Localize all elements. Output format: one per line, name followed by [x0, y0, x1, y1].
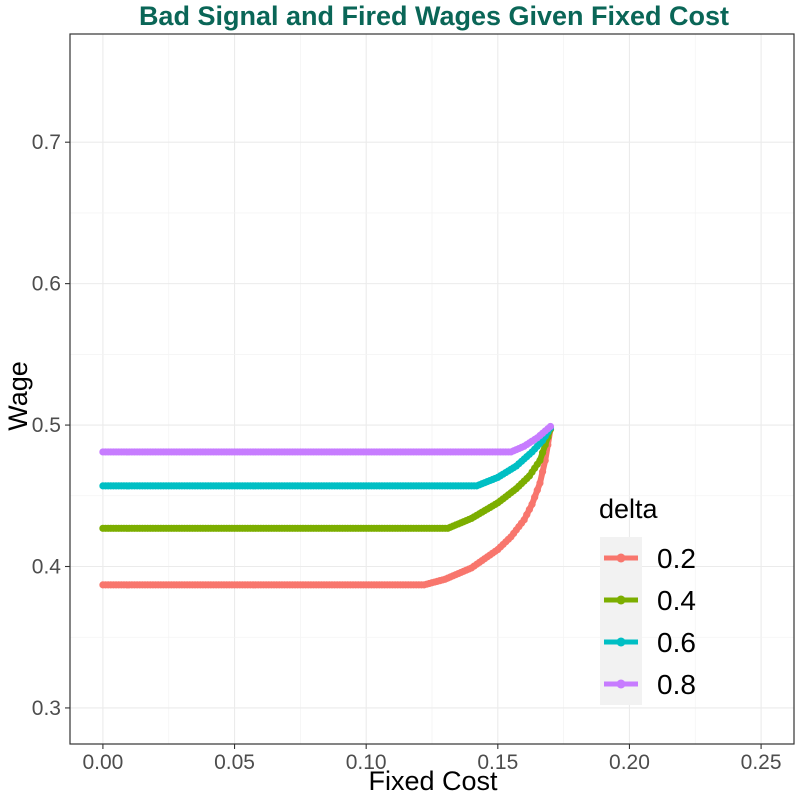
y-axis-ticks: 0.3 0.4 0.5 0.6 0.7	[32, 131, 70, 720]
x-tick-label: 0.10	[346, 751, 387, 774]
legend-item-0.2: 0.2	[600, 537, 696, 579]
legend-item-0.6: 0.6	[600, 621, 696, 663]
data-point	[538, 468, 547, 476]
legend-label: 0.4	[657, 585, 696, 616]
chart-title: Bad Signal and Fired Wages Given Fixed C…	[139, 1, 729, 31]
series-0.2	[99, 425, 555, 589]
legend-label: 0.2	[657, 543, 696, 574]
x-tick-label: 0.00	[82, 751, 123, 774]
x-tick-label: 0.05	[214, 751, 255, 774]
data-point	[536, 456, 544, 465]
x-tick-label: 0.20	[609, 751, 650, 774]
y-tick-label: 0.5	[32, 414, 61, 437]
data-point	[546, 422, 555, 431]
grid	[70, 34, 794, 744]
panel-border	[69, 33, 795, 745]
legend-item-0.8: 0.8	[600, 663, 696, 705]
y-tick-label: 0.4	[32, 556, 62, 579]
data-point	[536, 479, 544, 487]
data-point	[531, 493, 539, 501]
series-0.4	[99, 425, 555, 532]
x-axis-ticks: 0.00 0.05 0.10 0.15 0.20 0.25	[82, 744, 782, 774]
legend-point	[616, 595, 626, 605]
data-point	[533, 486, 541, 494]
legend: delta 0.2 0.4 0.6 0.8	[599, 494, 696, 705]
y-tick-label: 0.7	[32, 131, 61, 154]
legend-point	[616, 637, 626, 647]
legend-item-0.4: 0.4	[600, 579, 696, 621]
y-tick-label: 0.3	[32, 697, 61, 720]
legend-point	[616, 553, 626, 563]
legend-point	[616, 679, 626, 689]
legend-items: 0.2 0.4 0.6 0.8	[600, 537, 696, 705]
x-tick-label: 0.25	[741, 751, 782, 774]
series-0.6	[99, 424, 555, 490]
x-axis-label: Fixed Cost	[368, 766, 498, 796]
y-axis-label: Wage	[3, 361, 33, 431]
legend-label: 0.8	[657, 669, 696, 700]
legend-title: delta	[599, 494, 659, 524]
y-tick-label: 0.6	[32, 273, 61, 296]
legend-label: 0.6	[657, 627, 696, 658]
data-point	[528, 500, 536, 508]
series-0.8	[99, 422, 555, 456]
data-point	[538, 449, 547, 457]
series-layer	[99, 422, 555, 589]
x-tick-label: 0.15	[477, 751, 518, 774]
